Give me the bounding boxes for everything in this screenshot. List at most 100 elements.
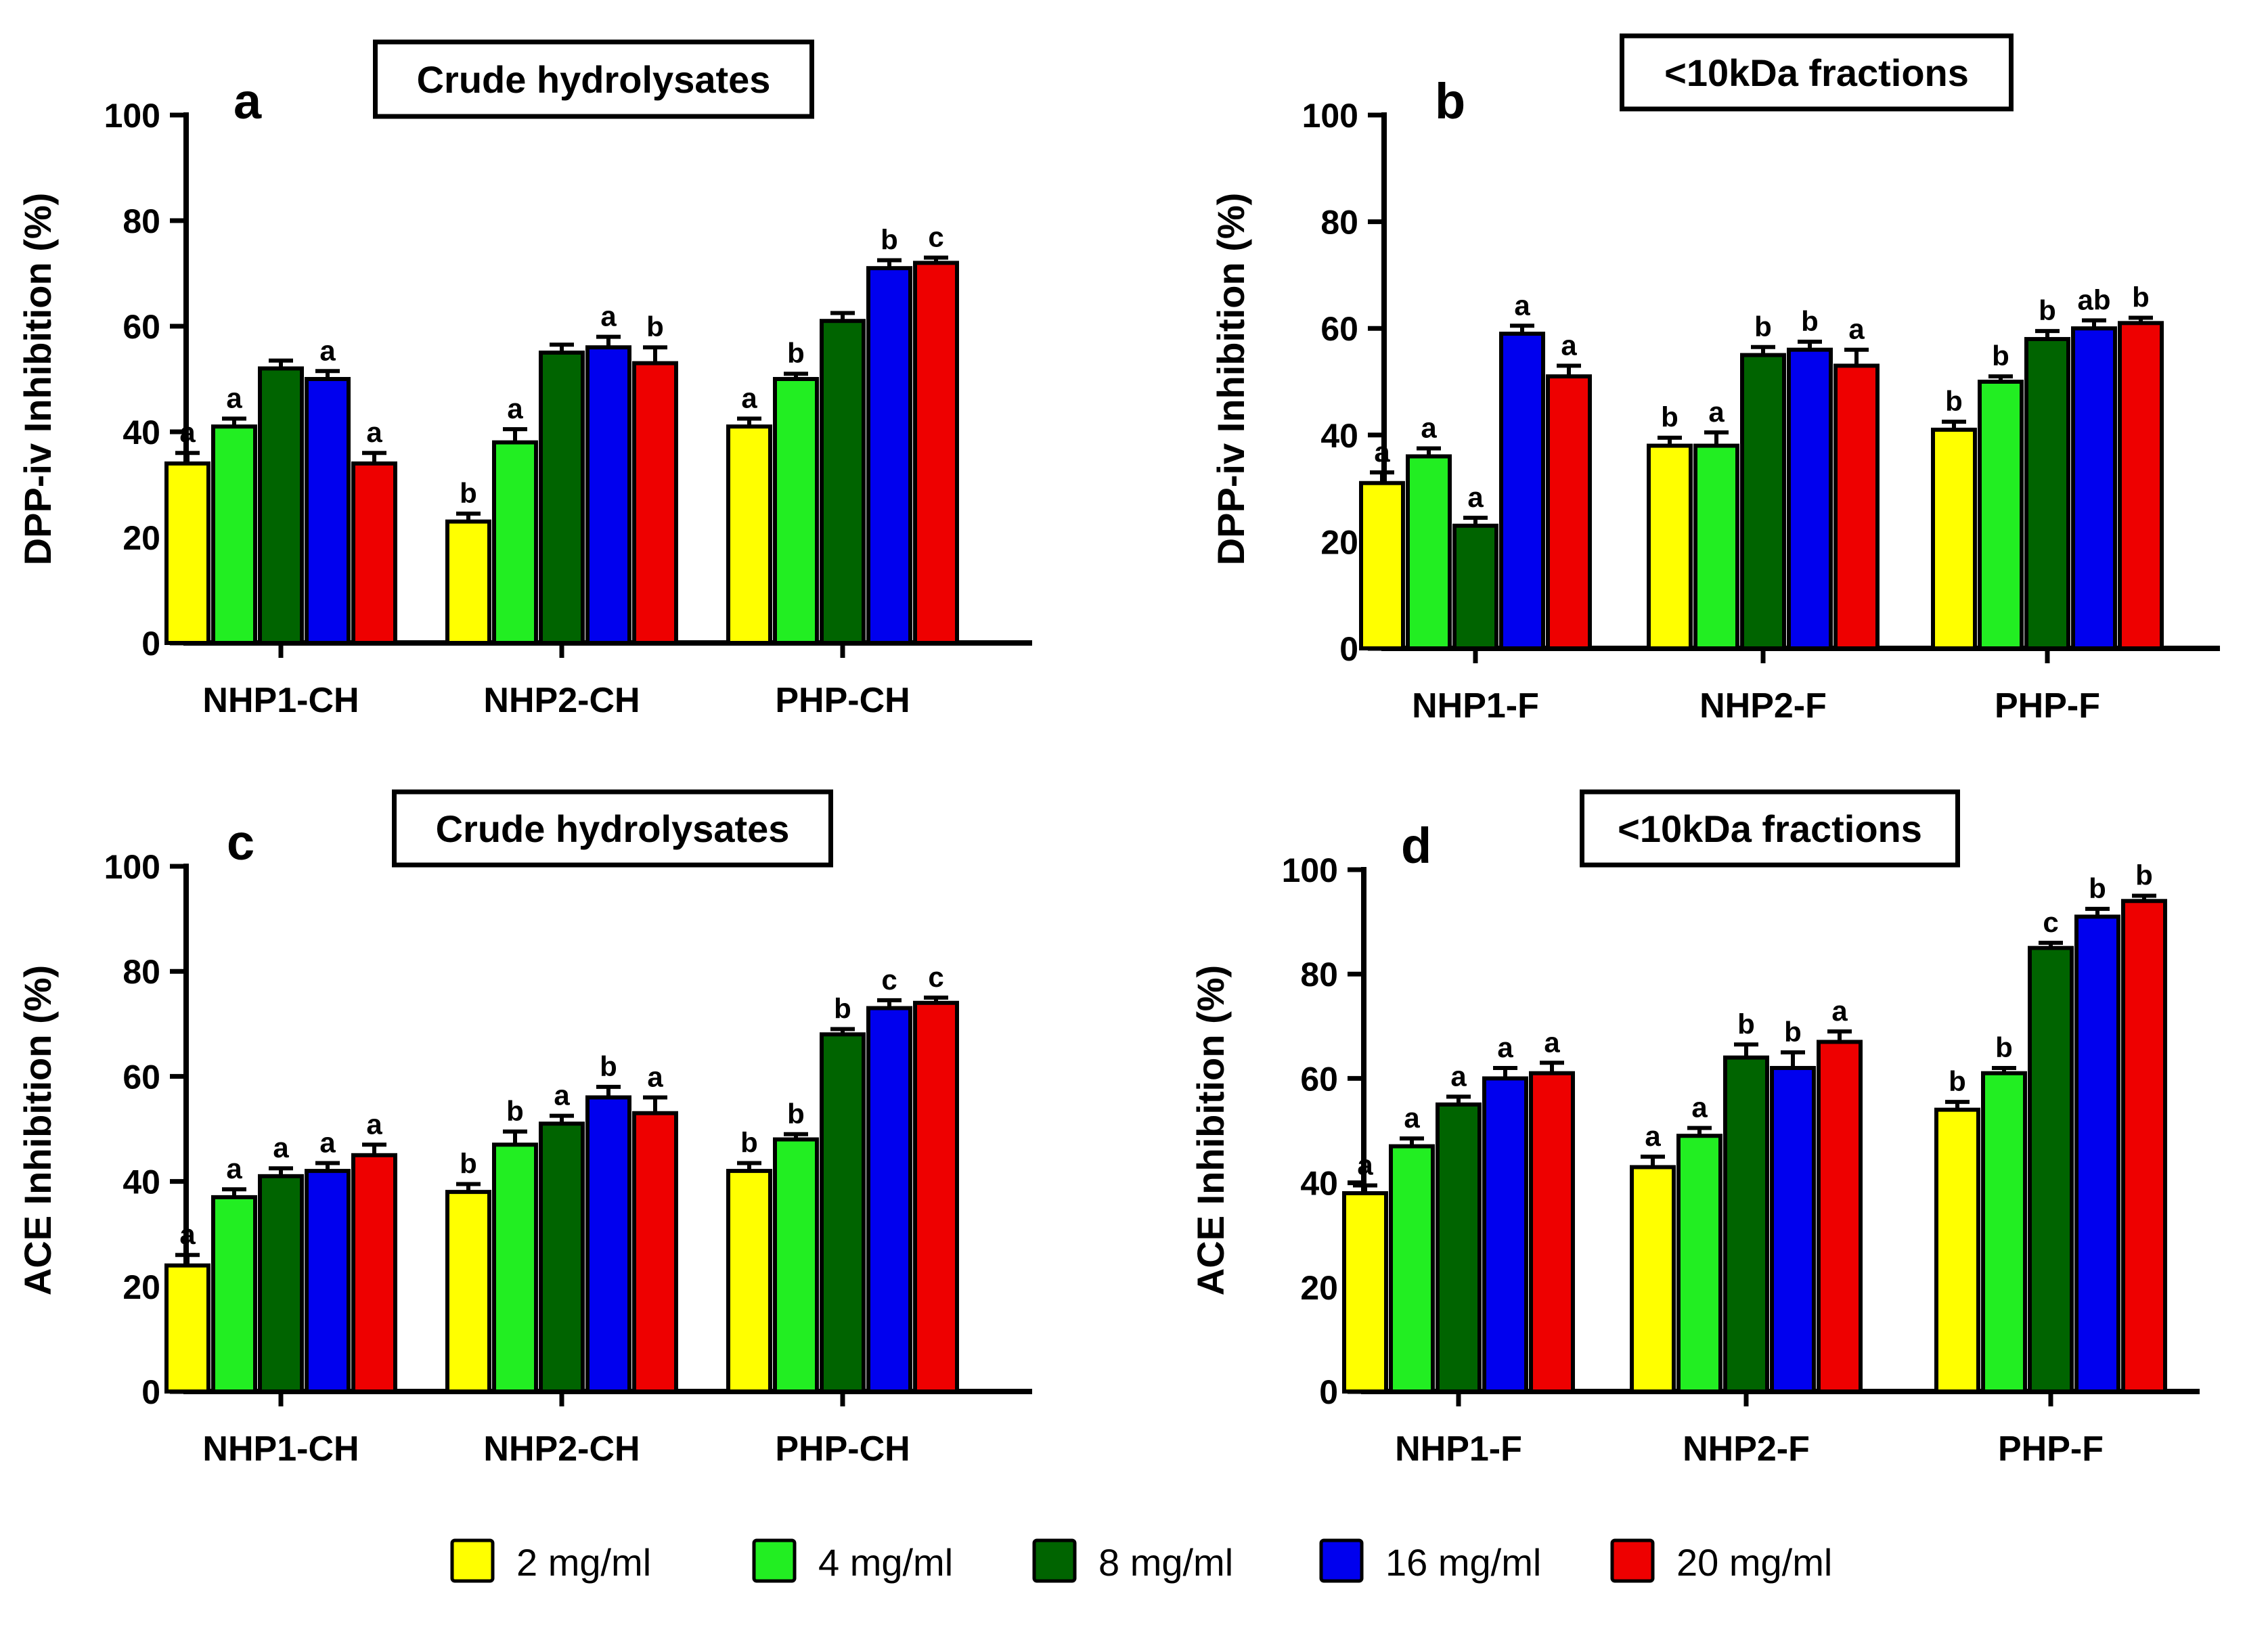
chart-title-d: <10kDa fractions: [1618, 807, 1922, 850]
significance-letter-c-PHP-CH-0: b: [740, 1126, 758, 1158]
significance-letter-b-NHP2-F-1: a: [1708, 396, 1725, 428]
category-label-b-NHP1-F: NHP1-F: [1412, 686, 1539, 726]
panel-letter-c: c: [227, 814, 254, 870]
bar-a-NHP2-CH-16mgml: [585, 345, 631, 645]
error-bar-c-NHP1-CH-4: [362, 1142, 386, 1155]
significance-letter-c-NHP1-CH-3: a: [319, 1126, 336, 1158]
bar-d-NHP2-F-16mgml: [1770, 1065, 1816, 1394]
bar-b-NHP1-F-20mgml: [1546, 374, 1592, 650]
y-tick-label-a-100: 100: [104, 97, 160, 135]
y-tick-label-d-100: 100: [1282, 851, 1338, 889]
significance-letter-d-NHP2-F-1: a: [1691, 1092, 1708, 1123]
bar-b-NHP2-F-4mgml: [1693, 443, 1739, 650]
significance-letter-d-PHP-F-4: b: [2135, 860, 2153, 891]
category-label-d-PHP-F: PHP-F: [1998, 1429, 2104, 1469]
bar-c-NHP1-CH-8mgml: [258, 1174, 304, 1394]
y-tick-label-c-80: 80: [123, 953, 160, 991]
y-tick-label-d-0: 0: [1319, 1373, 1338, 1411]
significance-letter-c-PHP-CH-4: c: [928, 961, 943, 993]
category-label-c-PHP-CH: PHP-CH: [775, 1429, 910, 1469]
legend-swatch: [752, 1538, 797, 1583]
error-bar-c-NHP1-CH-3: [315, 1161, 340, 1172]
significance-letter-b-PHP-F-2: b: [2039, 294, 2056, 326]
y-tick-label-a-20: 20: [123, 519, 160, 557]
legend-swatch: [1610, 1538, 1655, 1583]
significance-letter-c-PHP-CH-1: b: [787, 1098, 805, 1130]
y-tick-label-d-60: 60: [1300, 1060, 1338, 1098]
bar-b-NHP2-F-2mgml: [1647, 443, 1693, 650]
bar-d-PHP-F-20mgml: [2121, 899, 2167, 1394]
bar-c-NHP1-CH-4mgml: [211, 1195, 257, 1394]
significance-letter-d-PHP-F-2: c: [2043, 906, 2058, 938]
legend-item-16mgml: 16 mg/ml: [1319, 1538, 1541, 1584]
legend-swatch: [1319, 1538, 1364, 1583]
legend-item-8mgml: 8 mg/ml: [1032, 1538, 1233, 1584]
legend-label: 8 mg/ml: [1098, 1541, 1233, 1584]
y-tick-label-c-100: 100: [104, 848, 160, 886]
error-bar-a-PHP-CH-0: [737, 416, 761, 427]
error-bar-a-NHP2-CH-1: [503, 427, 527, 443]
error-bar-a-PHP-CH-4: [924, 255, 948, 263]
significance-letter-c-PHP-CH-2: b: [834, 993, 851, 1025]
error-bar-b-NHP1-F-0: [1370, 470, 1394, 483]
significance-letter-d-NHP1-F-4: a: [1544, 1026, 1560, 1058]
bar-a-PHP-CH-2mgml: [726, 424, 772, 645]
bar-c-NHP2-CH-8mgml: [539, 1121, 585, 1394]
y-tick-label-b-40: 40: [1320, 417, 1358, 455]
bar-c-NHP2-CH-16mgml: [585, 1095, 631, 1394]
error-bar-b-NHP1-F-4: [1557, 363, 1581, 377]
significance-letter-a-NHP1-CH-0: a: [179, 416, 196, 448]
error-bar-c-PHP-CH-2: [830, 1027, 855, 1035]
error-bar-a-NHP1-CH-1: [222, 416, 246, 427]
error-bar-a-NHP1-CH-4: [362, 451, 386, 464]
significance-letter-b-PHP-F-0: b: [1945, 385, 1963, 417]
bar-c-PHP-CH-8mgml: [820, 1032, 866, 1394]
significance-letter-c-NHP1-CH-1: a: [226, 1153, 242, 1184]
significance-letter-a-PHP-CH-1: b: [787, 337, 805, 369]
error-bar-b-PHP-F-2: [2035, 329, 2060, 339]
chart-title-b: <10kDa fractions: [1664, 51, 1969, 94]
significance-letter-a-NHP1-CH-4: a: [366, 416, 382, 448]
error-bar-a-NHP2-CH-4: [643, 345, 667, 363]
bar-c-NHP1-CH-16mgml: [305, 1169, 351, 1394]
error-bar-a-NHP1-CH-2: [269, 358, 293, 369]
category-label-b-NHP2-F: NHP2-F: [1699, 686, 1827, 726]
y-axis-label-b: DPP-iv Inhibition (%): [1209, 193, 1252, 566]
bar-b-NHP1-F-16mgml: [1499, 332, 1545, 650]
significance-letter-b-NHP1-F-3: a: [1514, 289, 1530, 321]
significance-letter-b-PHP-F-4: b: [2132, 281, 2150, 313]
legend-label: 4 mg/ml: [818, 1541, 953, 1584]
significance-letter-c-NHP2-CH-2: a: [554, 1079, 570, 1111]
error-bar-d-NHP1-F-4: [1540, 1061, 1564, 1073]
y-tick-label-d-40: 40: [1300, 1165, 1338, 1203]
bar-d-NHP2-F-8mgml: [1723, 1055, 1769, 1394]
error-bar-d-NHP2-F-2: [1734, 1042, 1758, 1058]
bar-d-NHP1-F-16mgml: [1482, 1076, 1528, 1394]
y-tick-label-c-40: 40: [123, 1163, 160, 1201]
category-label-a-NHP1-CH: NHP1-CH: [202, 681, 359, 720]
error-bar-b-PHP-F-3: [2082, 318, 2106, 329]
y-tick-label-c-0: 0: [141, 1373, 160, 1411]
significance-letter-d-NHP1-F-2: a: [1450, 1060, 1467, 1092]
bar-b-NHP2-F-16mgml: [1787, 347, 1833, 650]
bar-d-PHP-F-2mgml: [1934, 1107, 1980, 1394]
error-bar-c-PHP-CH-4: [924, 996, 948, 1003]
error-bar-c-NHP2-CH-4: [643, 1095, 667, 1113]
category-label-d-NHP1-F: NHP1-F: [1395, 1429, 1522, 1469]
panel-letter-a: a: [234, 73, 262, 129]
error-bar-d-PHP-F-4: [2132, 893, 2156, 901]
legend-swatch: [1032, 1538, 1077, 1583]
error-bar-d-NHP1-F-1: [1400, 1136, 1424, 1147]
significance-letter-c-NHP2-CH-1: b: [506, 1095, 524, 1127]
bar-a-NHP1-CH-20mgml: [351, 461, 397, 645]
bar-c-NHP2-CH-4mgml: [492, 1142, 538, 1394]
error-bar-c-PHP-CH-1: [784, 1132, 808, 1140]
significance-letter-d-NHP2-F-3: b: [1784, 1016, 1802, 1048]
bar-a-NHP1-CH-2mgml: [164, 461, 210, 645]
bar-c-PHP-CH-16mgml: [866, 1006, 912, 1394]
significance-letter-c-NHP1-CH-0: a: [179, 1218, 196, 1250]
significance-letter-d-NHP2-F-0: a: [1645, 1120, 1661, 1152]
